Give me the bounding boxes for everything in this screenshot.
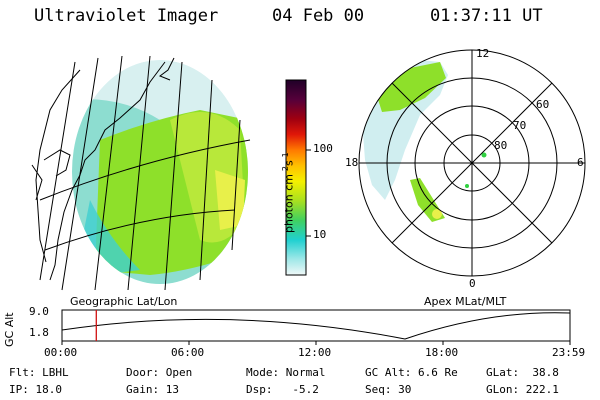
glat-status: GLat: 38.8 [486, 366, 559, 379]
door-status: Door: Open [126, 366, 193, 379]
mlt-label-12: 12 [476, 47, 490, 60]
altitude-x-ticks [61, 341, 571, 345]
altitude-ymin: 1.8 [29, 326, 49, 339]
ip-status: IP: 18.0 [9, 383, 62, 396]
x-tick-0600: 06:00 [171, 346, 205, 359]
filter-status: Flt: LBHL [9, 366, 69, 379]
date-label: 04 Feb 00 [272, 6, 365, 26]
x-tick-0000: 00:00 [44, 346, 78, 359]
gain-status: Gain: 13 [126, 383, 179, 396]
glon-status: GLon: 222.1 [486, 383, 559, 396]
instrument-title: Ultraviolet Imager [34, 6, 219, 26]
colorbar-unit: photon cm-2s-1 [281, 152, 296, 233]
dsp-status: Dsp: -5.2 [246, 383, 319, 396]
polar-image [362, 60, 487, 222]
altitude-curve [61, 312, 571, 340]
time-label: 01:37:11 UT [430, 6, 543, 26]
colorbar-label-10: 10 [313, 228, 327, 241]
mlt-label-18: 18 [345, 156, 359, 169]
x-tick-2359: 23:59 [552, 346, 586, 359]
colorbar-label-100: 100 [313, 142, 333, 155]
x-tick-1800: 18:00 [425, 346, 459, 359]
colorbar [285, 79, 307, 276]
coastline [31, 57, 175, 281]
altitude-ylabel: GC Alt [3, 312, 16, 347]
gc-alt-status: GC Alt: 6.6 Re [365, 366, 458, 379]
polar-grid [358, 49, 586, 277]
lat-label-80: 80 [494, 139, 508, 152]
lat-label-60: 60 [536, 98, 550, 111]
geographic-image [72, 60, 248, 284]
seq-status: Seq: 30 [365, 383, 412, 396]
mode-status: Mode: Normal [246, 366, 326, 379]
x-tick-1200: 12:00 [298, 346, 332, 359]
mlt-label-6: 6 [577, 156, 584, 169]
lat-label-70: 70 [513, 119, 527, 132]
polar-caption: Apex MLat/MLT [424, 295, 507, 308]
altitude-ymax: 9.0 [29, 305, 49, 318]
mlt-label-0: 0 [469, 277, 476, 290]
geographic-caption: Geographic Lat/Lon [70, 295, 178, 308]
